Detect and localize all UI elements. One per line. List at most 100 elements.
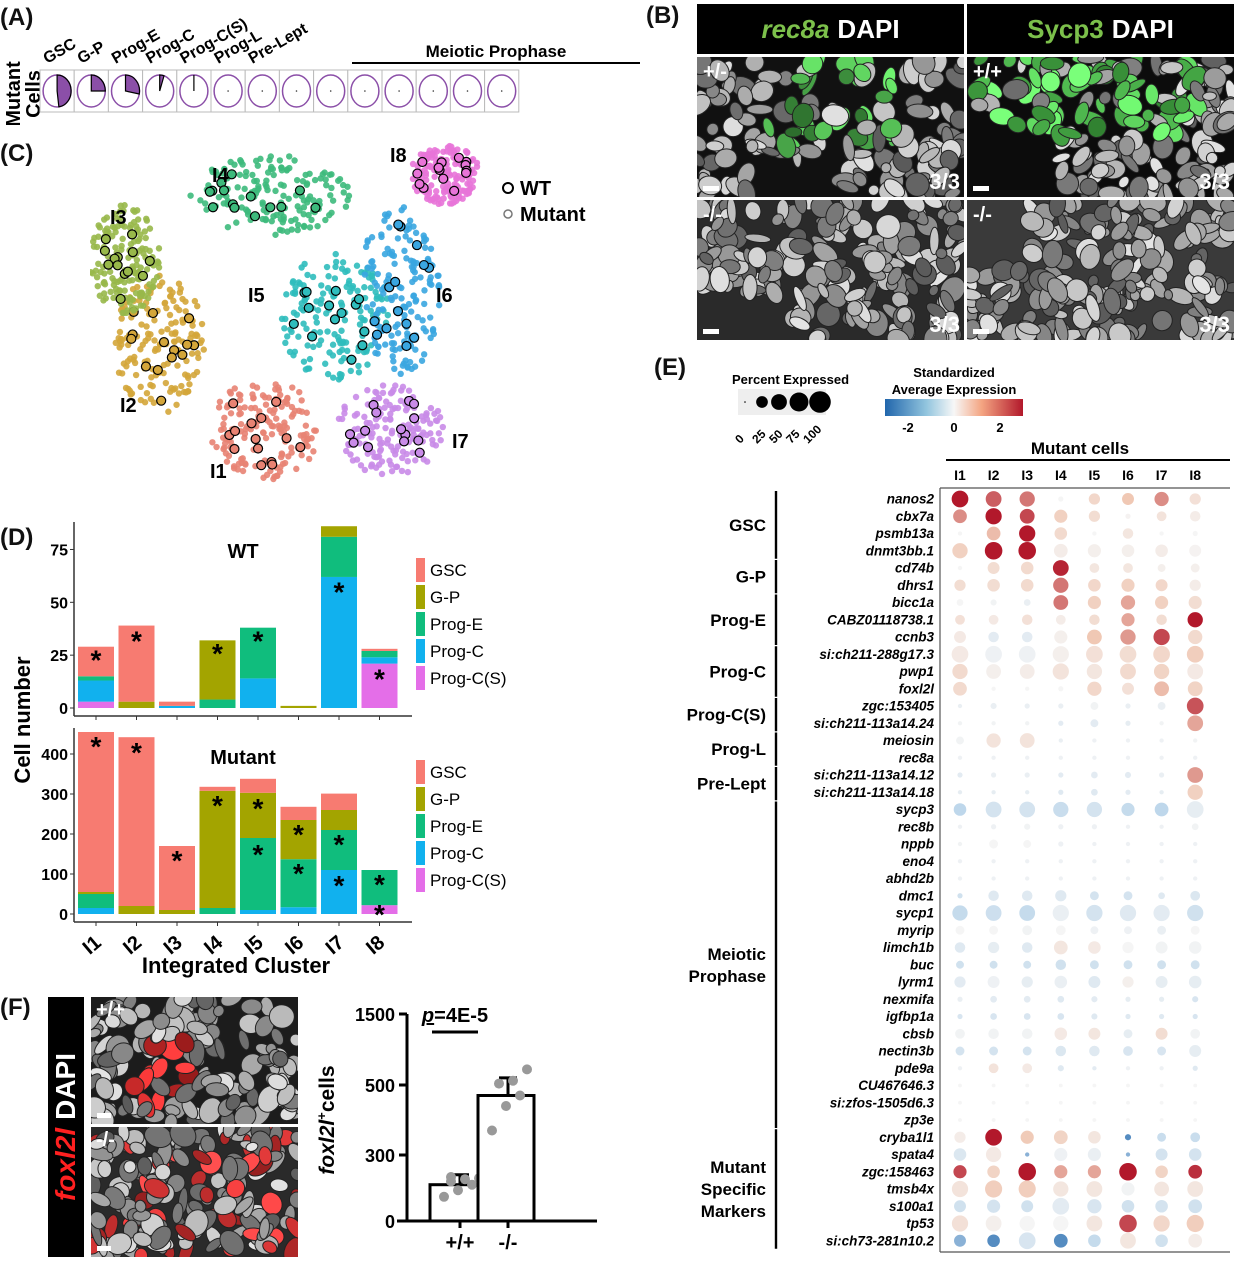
umap-point-mutant [241,460,249,467]
significance-asterisk: * [374,869,385,900]
umap-point-wt [417,156,428,168]
dot-cu467646-3-i5 [1092,1083,1097,1088]
umap-point-mutant [227,410,235,417]
dot-psmb13a-i4 [1054,527,1068,540]
umap-point-mutant [412,229,420,237]
bar-mutant [476,1094,536,1223]
dot-pwp1-i7 [1153,663,1170,680]
umap-point-mutant [427,274,434,281]
umap-point-mutant [134,283,141,291]
umap-point-mutant [280,192,287,199]
group-label-prog-e: Prog-E [710,611,766,630]
umap-point-wt [229,425,241,437]
dot-nanos2-i8 [1189,493,1201,505]
dot-nexmifa-i3 [1023,995,1031,1003]
umap-point-mutant [305,211,312,219]
dot-abhd2b-i5 [1092,876,1097,881]
dot-foxl2l-i7 [1154,681,1170,697]
color-legend-title-1: Standardized [913,365,995,380]
umap-point-mutant [306,193,314,200]
umap-point-mutant [289,384,296,391]
umap-point-mutant [430,330,438,338]
umap-point-mutant [394,443,402,450]
umap-point-mutant [399,448,407,455]
dot-lyrm1-i7 [1155,976,1168,988]
data-point [494,1078,504,1089]
dot-zgc-153405-i8 [1186,697,1204,715]
umap-point-mutant [367,463,375,470]
dot-eno4-i5 [1092,859,1097,864]
umap-point-mutant [422,411,430,419]
pie-slice [159,74,165,92]
dot-si-zfos-1505d6-3-i8 [1193,1100,1198,1105]
dot-cbx7a-i6 [1125,513,1131,519]
dot-foxl2l-i6 [1122,682,1134,695]
umap-point-wt [218,185,230,196]
y-tick-label: 1500 [355,1005,395,1025]
umap-point-mutant [322,176,329,183]
umap-point-mutant [341,410,348,417]
umap-point-wt [126,229,138,240]
umap-point-mutant [188,350,196,357]
gene-label: si:zfos-1505d6.3 [830,1095,935,1110]
dot-buc-i5 [1089,960,1099,970]
umap-point-mutant [378,470,386,478]
umap-point-mutant [260,429,267,437]
dot-tmsb4x-i2 [985,1180,1003,1198]
dot-dnmt3bb-1-i3 [1018,541,1036,560]
dot-pde9a-i3 [1022,1063,1033,1074]
gene-label: myrip [897,923,934,938]
umap-point-mutant [387,294,395,302]
umap-point-mutant [286,348,294,356]
x-tick-label-mutant: -/- [499,1232,518,1254]
data-point [467,1179,477,1190]
umap-point-mutant [310,343,317,351]
micrograph-foxl2l-wt: +/+ [91,997,298,1124]
umap-point-mutant [169,289,176,296]
bar-segment-gsc [78,732,114,892]
dot-nppb-i6 [1125,841,1131,847]
umap-point-mutant [132,371,140,379]
group-label-mutant: Mutant [710,1158,766,1177]
umap-point-mutant [409,449,416,456]
umap-point-wt [323,300,335,311]
umap-point-mutant [182,308,189,315]
subplot-title-mutant: Mutant [210,747,276,769]
y-tick-label: 0 [59,701,68,718]
umap-point-mutant [283,291,290,298]
dot-sycp1-i5 [1086,904,1103,922]
umap-point-mutant [112,228,119,236]
umap-point-mutant [194,332,201,340]
bar-segment-g-p [118,701,155,708]
group-label-pre-lept: Pre-Lept [697,775,766,794]
dot-bicc1a-i8 [1188,595,1202,610]
dot-dmc1-i1 [957,893,963,899]
y-axis-label-gene: foxl2l [316,1119,339,1175]
umap-point-mutant [426,314,434,321]
dot-pde9a-i8 [1192,1065,1198,1071]
dot-tmsb4x-i8 [1187,1181,1204,1197]
dot-zgc-158463-i4 [1054,1165,1068,1179]
umap-point-mutant [195,354,202,362]
umap-point-mutant [353,262,361,269]
umap-point-mutant [288,449,295,456]
umap-point-wt [245,191,256,202]
umap-point-mutant [422,328,430,335]
bar-segment-prog-e [321,536,357,577]
umap-point-mutant [176,306,183,314]
dot-zp3e-i4 [1058,1118,1063,1122]
bar-segment-prog-e [361,870,398,906]
umap-point-wt [449,185,460,196]
umap-point-mutant [284,333,291,340]
umap-point-wt [229,202,240,213]
umap-point-wt [207,202,219,213]
umap-point-wt [228,398,239,409]
panel-label-f: (F) [0,994,31,1021]
dot-tmsb4x-i1 [951,1180,969,1198]
umap-point-mutant [242,206,250,213]
umap-point-wt [411,239,423,251]
legend-label-prog-c: Prog-C [430,642,484,661]
umap-point-mutant [398,467,406,475]
umap-point-mutant [174,362,181,369]
umap-point-mutant [255,183,262,190]
